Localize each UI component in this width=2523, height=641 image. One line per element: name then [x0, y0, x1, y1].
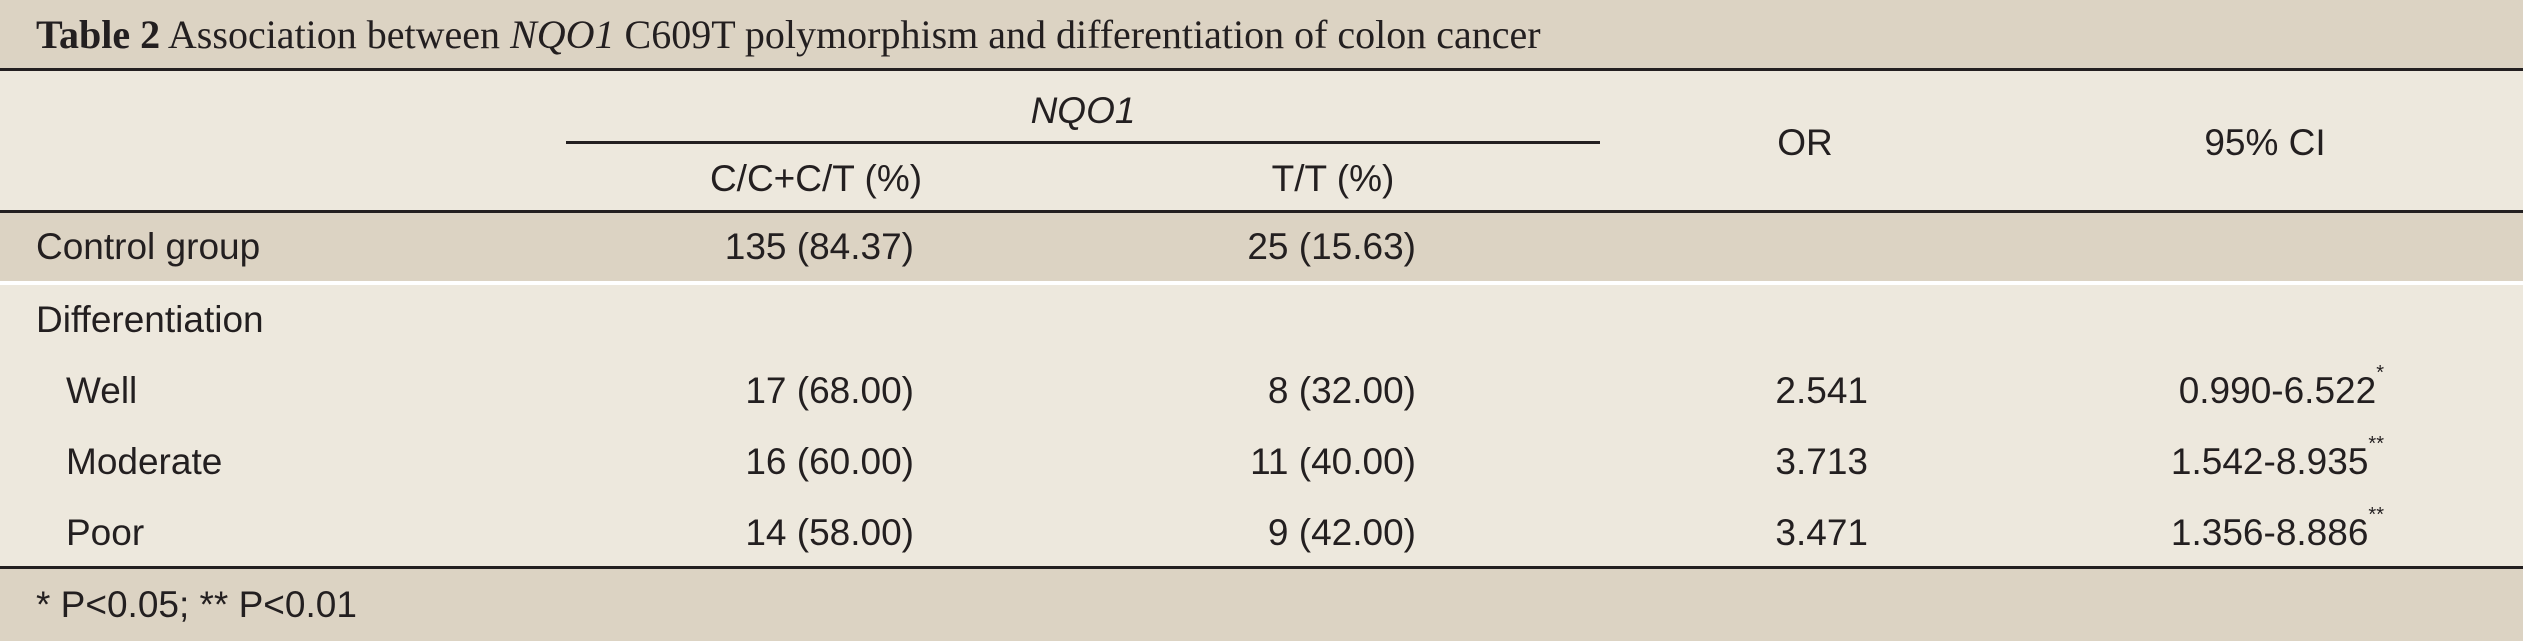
cell-cc: 17 (68.00) — [745, 370, 914, 411]
row-separator — [0, 281, 2523, 285]
footnote: * P<0.05; ** P<0.01 — [36, 584, 357, 625]
cell-tt: 9 (42.00) — [1267, 512, 1416, 553]
header-tt: T/T (%) — [1271, 158, 1395, 199]
cell-or: 2.541 — [1775, 370, 1868, 411]
cell-or: 3.713 — [1775, 441, 1868, 482]
table-number: Table 2 — [36, 12, 161, 57]
header-rule — [0, 210, 2523, 213]
cell-ci: 1.356-8.886** — [2010, 505, 2384, 555]
header-ci: 95% CI — [2204, 122, 2326, 163]
cell-ci: 0.990-6.522* — [2010, 363, 2384, 413]
group-header-rule — [566, 141, 1600, 144]
cell-tt: 11 (40.00) — [1250, 441, 1416, 482]
cell-ci: 1.542-8.935** — [2010, 434, 2384, 484]
significance-mark: ** — [2368, 504, 2384, 526]
title-text-post: C609T polymorphism and differentiation o… — [624, 12, 1541, 57]
title-text-pre: Association between — [167, 12, 501, 57]
ci-value: 1.356-8.886 — [2170, 512, 2369, 553]
table-title: Table 2 Association between NQO1 C609T p… — [36, 12, 1541, 58]
title-gene: NQO1 — [510, 12, 615, 57]
table-header: NQO1 C/C+C/T (%) T/T (%) OR 95% CI — [0, 71, 2523, 212]
gene-group-header: NQO1 — [1030, 90, 1136, 131]
cell-cc: 14 (58.00) — [745, 512, 914, 553]
footer-band: * P<0.05; ** P<0.01 — [0, 569, 2523, 641]
row-label: Well — [66, 370, 138, 411]
cell-or: 3.471 — [1775, 512, 1868, 553]
significance-mark: ** — [2368, 433, 2384, 455]
table-title-bar: Table 2 Association between NQO1 C609T p… — [0, 0, 2523, 71]
row-label: Differentiation — [36, 299, 264, 340]
significance-mark: * — [2376, 362, 2384, 384]
row-label: Moderate — [66, 441, 223, 482]
cell-tt: 25 (15.63) — [1247, 226, 1416, 267]
ci-value: 0.990-6.522 — [2178, 370, 2377, 411]
control-row-band — [0, 213, 2523, 281]
row-label: Control group — [36, 226, 261, 267]
row-label: Poor — [66, 512, 145, 553]
ci-value: 1.542-8.935 — [2170, 441, 2369, 482]
bottom-rule — [0, 566, 2523, 569]
header-or: OR — [1777, 122, 1833, 163]
cell-tt: 8 (32.00) — [1267, 370, 1416, 411]
cell-cc: 16 (60.00) — [745, 441, 914, 482]
header-cc-ct: C/C+C/T (%) — [709, 158, 923, 199]
cell-cc: 135 (84.37) — [724, 226, 914, 267]
